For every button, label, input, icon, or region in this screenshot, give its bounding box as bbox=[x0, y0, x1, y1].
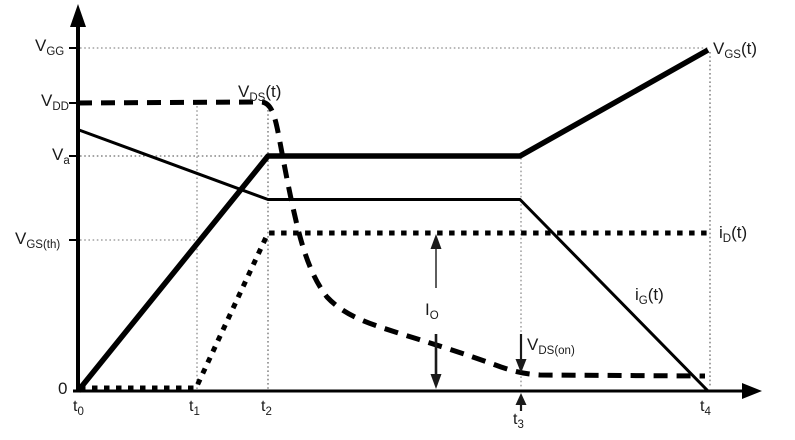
vgs-curve bbox=[75, 47, 710, 393]
y-axis-label-vgg: VGG bbox=[35, 36, 65, 58]
t3-arrow-head bbox=[515, 393, 527, 405]
curve-label-vds: VDS(t) bbox=[238, 82, 282, 104]
y-axis-label-vdd: VDD bbox=[41, 91, 69, 113]
curves bbox=[75, 47, 710, 393]
y-axis-label-va: Va bbox=[52, 145, 70, 167]
y-axis-arrowhead bbox=[70, 4, 86, 27]
x-axis-label-t2: t2 bbox=[261, 398, 272, 418]
id-curve bbox=[80, 230, 710, 391]
vdson-arrow-head bbox=[515, 359, 527, 373]
x-axis-label-t4: t4 bbox=[700, 398, 711, 418]
vds-curve bbox=[77, 99, 706, 379]
curve-label-vgs: VGS(t) bbox=[713, 39, 758, 61]
y-axis-label-vgsth: VGS(th) bbox=[15, 229, 61, 251]
x-axis-label-t1: t1 bbox=[189, 398, 200, 418]
y-axis-label-zero: 0 bbox=[58, 379, 68, 398]
ig-curve bbox=[78, 128, 710, 393]
curve-label-id: iD(t) bbox=[719, 223, 748, 245]
io-arrow-up-head bbox=[430, 234, 442, 249]
x-axis-arrowhead bbox=[742, 383, 762, 399]
x-axis-label-t0: t0 bbox=[73, 398, 84, 418]
curve-label-ig: iG(t) bbox=[635, 285, 664, 307]
annotation-arrows bbox=[430, 234, 527, 411]
x-axis-label-t3: t3 bbox=[513, 411, 524, 431]
annotation-label-io: IO bbox=[425, 300, 439, 322]
io-arrow-down-head bbox=[430, 374, 442, 389]
axes bbox=[70, 4, 762, 399]
annotation-label-vdson: VDS(on) bbox=[527, 335, 575, 357]
